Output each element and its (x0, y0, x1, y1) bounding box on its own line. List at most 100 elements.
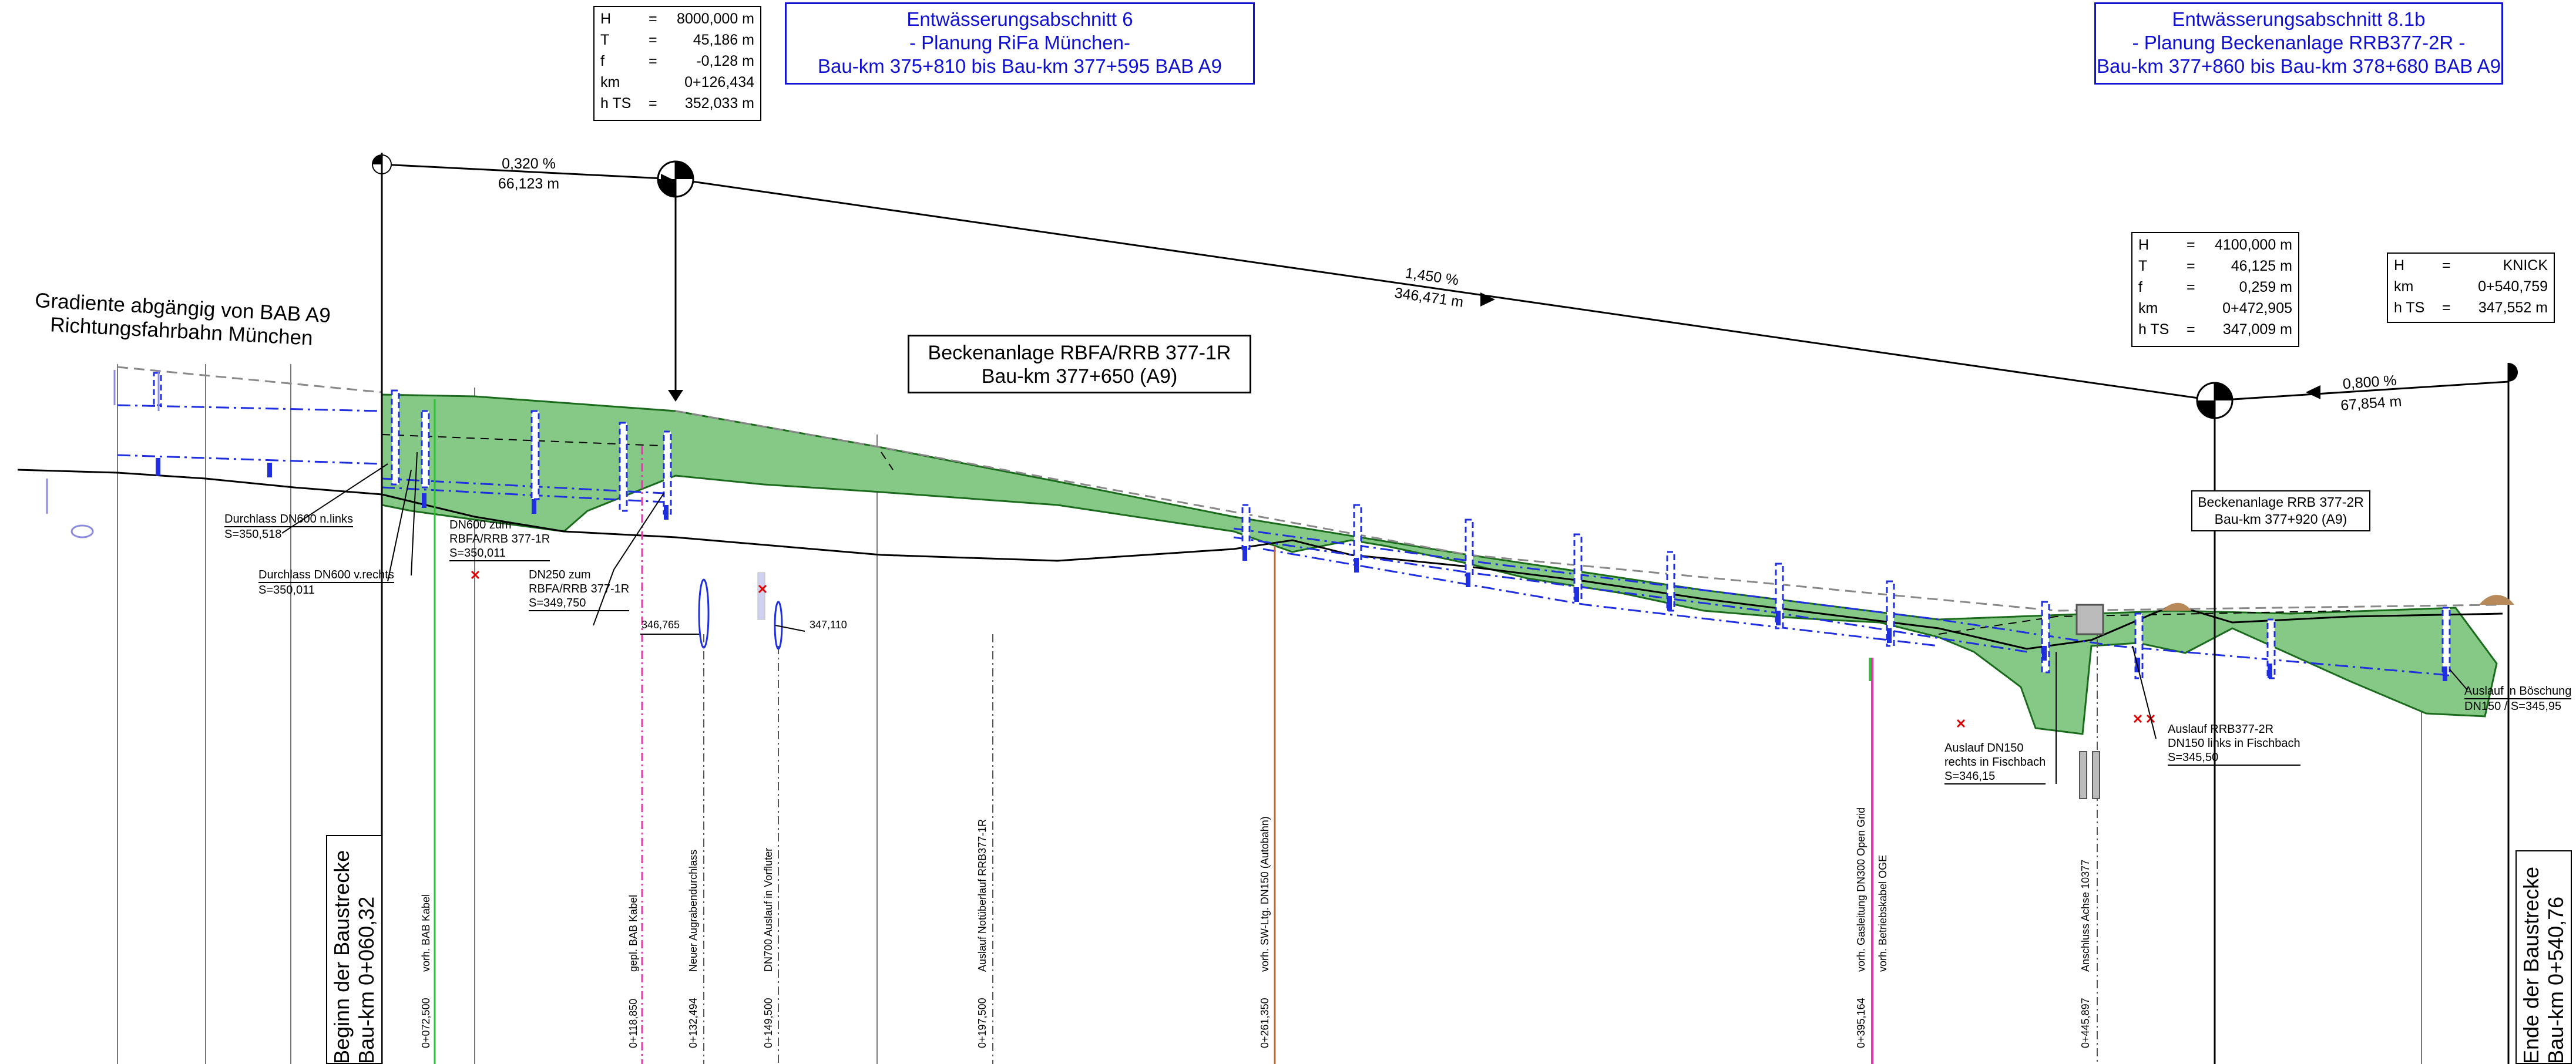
annotation-auslauf-rechts: Auslauf DN150 rechts in Fischbach S=346,… (1944, 741, 2046, 784)
section-header-6: Entwässerungsabschnitt 6 - Planung RiFa … (785, 2, 1255, 85)
annotation-dn600-rbfa: DN600 zum RBFA/RRB 377-1R S=350,011 (449, 518, 550, 561)
annotation-line: S=349,750 (529, 596, 630, 611)
station-label-augrabendurchlass: Neuer Augrabendurchlass (687, 850, 700, 972)
annotation-durchlass-links: Durchlass DN600 n.links S=350,518 (224, 512, 353, 541)
annotation-line: DN250 zum (529, 568, 591, 581)
header-line: - Planung RiFa München- (909, 32, 1131, 53)
station-label-betriebskabel: vorh. Betriebskabel OGE (1877, 855, 1889, 972)
gradient-label: 0,800 % 67,854 m (2325, 369, 2416, 417)
gradient-percent: 0,320 % (502, 156, 556, 172)
basin-line: Beckenanlage RBFA/RRB 377-1R (928, 342, 1231, 364)
header-line: Entwässerungsabschnitt 6 (906, 8, 1133, 30)
annotation-line: S=350,011 (258, 582, 394, 597)
markers-cross (471, 570, 2155, 728)
marker-line: Ende der Baustrecke (2519, 866, 2543, 1064)
annotation-line: Auslauf in Böschung (2464, 685, 2572, 698)
annotation-elevation: 347,110 (810, 618, 847, 632)
kv-value: 0,259 m (2239, 279, 2292, 295)
annotation-line: Durchlass DN600 n.links (224, 513, 353, 526)
gradient-line (381, 163, 2509, 402)
kv-key: h TS (2394, 299, 2425, 316)
marker-line: Bau-km 0+540,76 (2544, 896, 2568, 1064)
station-name: Anschluss Achse 10377 (2080, 859, 2091, 972)
annotation-line: Durchlass DN600 v.rechts (258, 568, 394, 581)
station-value: 0+149,500 (763, 998, 774, 1048)
section-start-marker (326, 835, 382, 1064)
station-value: 0+132,494 (687, 998, 699, 1048)
station-name: Auslauf Notüberlauf RRB377-1R (976, 819, 988, 972)
gradient-arrows (661, 174, 2320, 402)
station-name: gepl. BAB Kabel (627, 894, 639, 972)
kv-value: 8000,000 m (676, 11, 754, 27)
kv-key: H (2394, 257, 2405, 274)
kv-key: km (600, 74, 620, 90)
kv-value: 0+126,434 (684, 74, 754, 90)
kv-value: 347,552 m (2478, 299, 2548, 316)
station-value: 0+395,164 (1855, 998, 1867, 1048)
basin-line: Bau-km 377+920 (A9) (2214, 511, 2347, 527)
station-value: 0+445,897 (2080, 998, 2091, 1048)
kv-eq: = (649, 53, 657, 69)
kv-value: 45,186 m (693, 32, 754, 48)
kv-eq: = (649, 95, 657, 112)
gradient-label: 0,320 % 66,123 m (482, 154, 576, 194)
annotation-line: 346,765 (642, 619, 680, 631)
annotation-durchlass-rechts: Durchlass DN600 v.rechts S=350,011 (258, 568, 394, 597)
station-name: vorh. SW-Ltg. DN150 (Autobahn) (1259, 816, 1271, 972)
station-dn700: 0+149,500 (763, 998, 775, 1048)
station-name: Neuer Augrabendurchlass (687, 849, 699, 972)
section-end-marker (2515, 850, 2572, 1064)
annotation-auslauf-boeschung: Auslauf in Böschung DN150 / S=345,95 (2464, 684, 2572, 713)
annotation-line: S=350,518 (224, 526, 353, 541)
station-value: 0+118,850 (627, 998, 639, 1048)
station-name: vorh. Gasleitung DN300 Open Grid (1855, 807, 1867, 972)
basin-line: Beckenanlage RRB 377-2R (2198, 494, 2364, 510)
kv-key: f (600, 53, 604, 69)
kv-key: km (2138, 300, 2158, 316)
kv-eq: = (2187, 321, 2195, 338)
kv-value: 347,009 m (2222, 321, 2292, 338)
kv-value: 46,125 m (2231, 258, 2292, 274)
pipe-stub (757, 572, 765, 620)
left-pipe-detail (46, 370, 160, 538)
outlet-shaft (2092, 751, 2100, 799)
kv-eq: = (2442, 299, 2451, 316)
culvert-oval (774, 601, 783, 650)
annotation-line: RBFA/RRB 377-1R (529, 582, 630, 595)
annotation-line: S=346,15 (1944, 769, 2046, 784)
station-gasleitung: 0+395,164 (1855, 998, 1868, 1048)
station-value: 0+261,350 (1259, 998, 1271, 1048)
kv-value: 4100,000 m (2214, 237, 2292, 253)
section-header-8-1b: Entwässerungsabschnitt 8.1b - Planung Be… (2094, 2, 2503, 85)
kv-key: h TS (2138, 321, 2169, 338)
annotation-line: DN150 / S=345,95 (2464, 698, 2572, 713)
station-sw-ltg: 0+261,350 (1259, 998, 1271, 1048)
annotation-dn250-rbfa: DN250 zum RBFA/RRB 377-1R S=349,750 (529, 568, 630, 611)
kv-value: KNICK (2503, 257, 2548, 274)
header-line: Bau-km 377+860 bis Bau-km 378+680 BAB A9 (2097, 55, 2501, 77)
annotation-line: DN600 zum (449, 518, 512, 531)
kv-eq (649, 72, 666, 93)
annotation-line: Auslauf RRB377-2R (2168, 723, 2274, 736)
station-name: vorh. BAB Kabel (420, 894, 432, 972)
gradient-length: 66,123 m (498, 176, 560, 192)
knick-info-box: H = KNICK km 0+540,759 h TS = 347,552 m (2387, 252, 2555, 323)
kv-value: 0+472,905 (2222, 300, 2292, 316)
kv-key: km (2394, 278, 2414, 295)
curve-info-box: H = 8000,000 m T = 45,186 m f = -0,128 m km 0+1… (593, 6, 761, 121)
station-label-anschluss: Anschluss Achse 10377 (2080, 860, 2092, 972)
station-gepl-bab-kabel: 0+118,850 (627, 999, 640, 1048)
marker-line: Bau-km 0+060,32 (354, 896, 378, 1064)
kv-value: 352,033 m (684, 95, 754, 112)
station-notueberlauf: 0+197,500 (976, 998, 989, 1048)
station-value: 0+197,500 (976, 998, 988, 1048)
outlet-shaft (2079, 751, 2087, 799)
kv-eq: = (2187, 258, 2195, 274)
kv-eq (2442, 276, 2460, 297)
kv-value: 0+540,759 (2478, 278, 2548, 295)
marker-line: Beginn der Baustrecke (330, 850, 354, 1064)
header-line: Entwässerungsabschnitt 8.1b (2172, 8, 2426, 30)
station-label-gasleitung: vorh. Gasleitung DN300 Open Grid (1855, 807, 1868, 972)
section-end-label: Ende der Baustrecke Bau-km 0+540,76 (2519, 867, 2568, 1064)
